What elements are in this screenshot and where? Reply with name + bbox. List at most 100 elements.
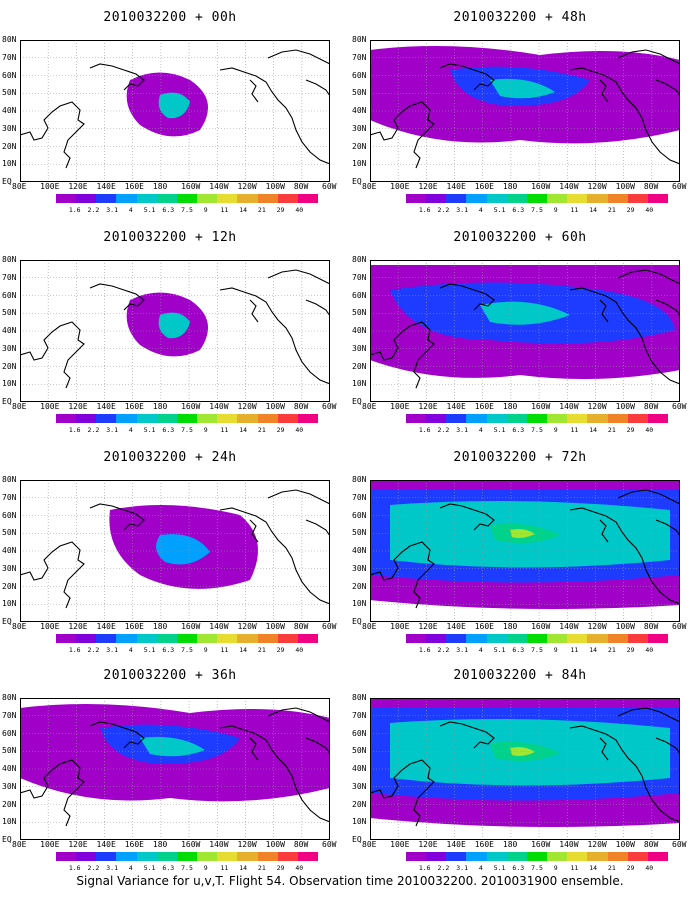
- longitude-label: 100E: [390, 402, 410, 411]
- longitude-label: 160E: [474, 622, 494, 631]
- longitude-label: 100E: [390, 622, 410, 631]
- latitude-label: 20N: [352, 141, 367, 151]
- colorbar-label: 1.6: [418, 646, 431, 654]
- colorbar-swatch: [277, 194, 298, 203]
- variance-map: [20, 40, 330, 182]
- longitude-label: 180: [152, 182, 168, 191]
- latitude-label: 50N: [352, 88, 367, 98]
- longitude-label: 100W: [615, 622, 635, 631]
- colorbar-label: 14: [589, 864, 598, 872]
- panel-title: 2010032200 + 48h: [453, 10, 587, 25]
- variance-map: [370, 260, 680, 402]
- colorbar-swatch: [627, 852, 648, 861]
- latitude-label: 10N: [2, 599, 17, 609]
- colorbar-label: 11: [220, 864, 229, 872]
- longitude-label: 180: [502, 402, 518, 411]
- colorbar-swatch: [466, 414, 487, 423]
- longitude-label: 60W: [322, 182, 337, 191]
- colorbar-label: 21: [607, 864, 616, 872]
- latitude-label: 60N: [2, 728, 17, 738]
- latitude-label: 80N: [2, 475, 17, 484]
- longitude-label: 100E: [390, 182, 410, 191]
- colorbar-label: 29: [276, 646, 285, 654]
- colorbar-label: 2.2: [437, 426, 450, 434]
- colorbar-swatch: [466, 634, 487, 643]
- latitude-label: 30N: [352, 123, 367, 133]
- colorbar-swatch: [277, 852, 298, 861]
- longitude-label: 180: [502, 622, 518, 631]
- colorbar-label: 6.3: [162, 864, 175, 872]
- latitude-label: EQ: [2, 397, 12, 406]
- latitude-label: 20N: [2, 799, 17, 809]
- colorbar-label: 1.6: [68, 864, 81, 872]
- colorbar-swatch: [136, 852, 157, 861]
- colorbar-swatch: [647, 852, 669, 861]
- colorbar-label: 14: [589, 426, 598, 434]
- colorbar-label: 5.1: [143, 864, 156, 872]
- longitude-label: 80W: [643, 622, 659, 631]
- colorbar-swatch: [526, 634, 548, 643]
- colorbar-swatch: [506, 194, 527, 203]
- latitude-label: 30N: [352, 343, 367, 353]
- longitude-label: 180: [152, 840, 168, 849]
- longitude-label: 80W: [643, 840, 659, 849]
- forecast-panel: 2010032200 + 48h 80N 70N 60N 50N 40N 30N 20N 10N…: [350, 0, 690, 220]
- longitude-label: 80E: [12, 622, 27, 631]
- colorbar-label: 4: [478, 646, 483, 654]
- colorbar-swatch: [197, 414, 218, 423]
- colorbar-label: 21: [607, 206, 616, 214]
- colorbar-label: 40: [295, 646, 304, 654]
- variance-map: [20, 480, 330, 622]
- latitude-label: EQ: [352, 397, 362, 406]
- colorbar-label: 7.5: [531, 864, 543, 872]
- longitude-label: 120W: [587, 182, 607, 191]
- latitude-label: 70N: [352, 492, 367, 502]
- latitude-label: 10N: [352, 599, 367, 609]
- colorbar-label: 9: [203, 206, 208, 214]
- longitude-label: 140E: [446, 840, 466, 849]
- longitude-label: 140E: [446, 182, 466, 191]
- colorbar-label: 3.1: [106, 864, 119, 872]
- latitude-label: 50N: [2, 528, 17, 538]
- colorbar-label: 21: [607, 426, 616, 434]
- colorbar-label: 4: [478, 426, 483, 434]
- colorbar-label: 7.5: [531, 206, 543, 214]
- colorbar-swatch: [486, 634, 507, 643]
- colorbar-swatch: [76, 634, 97, 643]
- colorbar-swatch: [587, 634, 608, 643]
- panel-title: 2010032200 + 36h: [103, 668, 237, 683]
- latitude-label: 30N: [2, 343, 17, 353]
- latitude-label: 30N: [352, 563, 367, 573]
- latitude-label: 70N: [2, 492, 17, 502]
- colorbar-label: 40: [645, 864, 654, 872]
- longitude-label: 140E: [96, 622, 116, 631]
- longitude-label: 120E: [418, 182, 438, 191]
- colorbar-label: 5.1: [143, 426, 156, 434]
- colorbar-label: 7.5: [531, 646, 543, 654]
- longitude-label: 120W: [237, 402, 257, 411]
- latitude-label: 10N: [2, 159, 17, 169]
- variance-map: [370, 40, 680, 182]
- longitude-label: 160W: [531, 840, 551, 849]
- colorbar-label: 9: [203, 426, 208, 434]
- colorbar-label: 9: [203, 646, 208, 654]
- colorbar-swatch: [217, 194, 238, 203]
- colorbar-swatch: [526, 414, 548, 423]
- panel-title: 2010032200 + 12h: [103, 230, 237, 245]
- colorbar-swatch: [547, 194, 568, 203]
- forecast-panel: 2010032200 + 36h 80N 70N 60N 50N 40N 30N 20N 10N…: [0, 658, 340, 878]
- colorbar-swatch: [627, 194, 648, 203]
- colorbar-swatch: [506, 634, 527, 643]
- colorbar-label: 6.3: [162, 646, 175, 654]
- colorbar-swatch: [277, 634, 298, 643]
- colorbar-swatch: [406, 194, 427, 203]
- colorbar-swatch: [176, 634, 198, 643]
- longitude-label: 80W: [293, 402, 309, 411]
- colorbar-label: 40: [295, 206, 304, 214]
- colorbar-swatch: [156, 852, 177, 861]
- longitude-label: 140E: [446, 622, 466, 631]
- colorbar-label: 3.1: [456, 864, 469, 872]
- colorbar-swatch: [237, 852, 258, 861]
- latitude-label: 70N: [352, 272, 367, 282]
- colorbar-swatch: [76, 414, 97, 423]
